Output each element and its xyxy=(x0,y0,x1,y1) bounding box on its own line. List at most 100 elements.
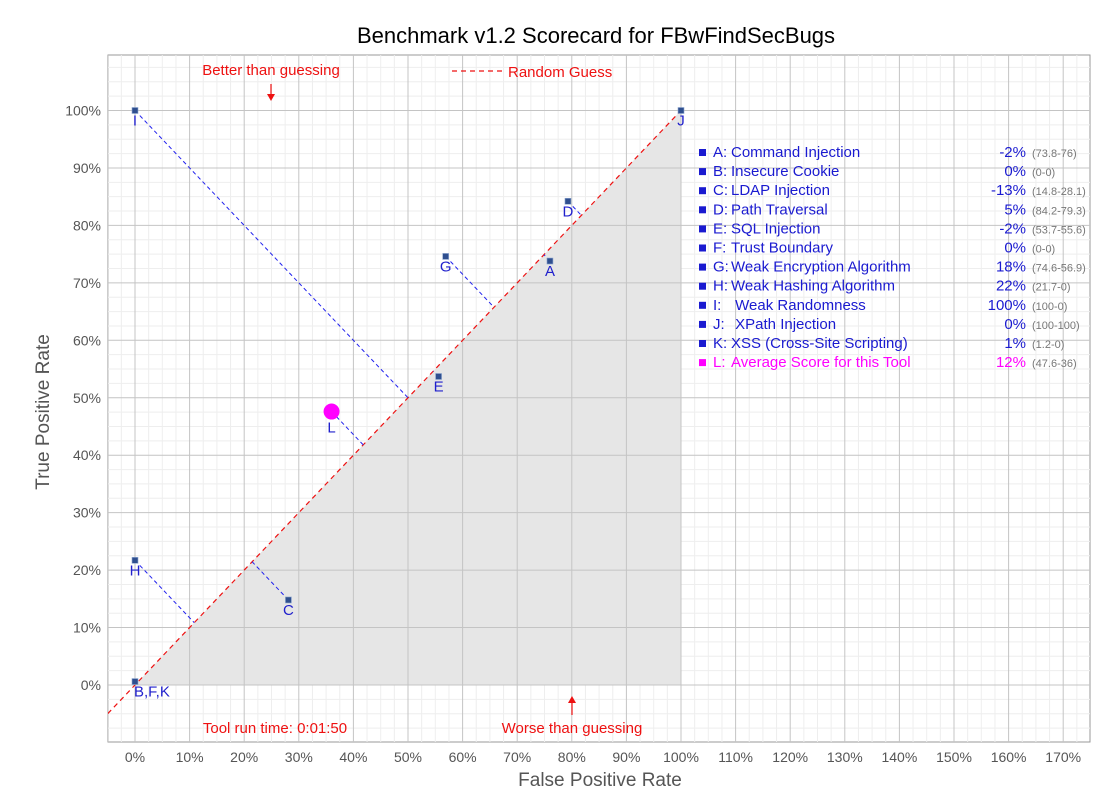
up-arrow-icon xyxy=(568,696,576,715)
legend-marker xyxy=(699,340,706,347)
legend-key: H: xyxy=(713,278,728,295)
tool-runtime-label: Tool run time: 0:01:50 xyxy=(203,720,347,737)
legend-category-name: Average Score for this Tool xyxy=(731,354,911,371)
y-tick-label: 0% xyxy=(81,677,101,693)
data-point xyxy=(131,107,139,114)
legend-score: 0% xyxy=(1004,163,1026,180)
legend: A: Command Injection -2% (73.8-76) B: Insecur… xyxy=(699,144,1086,371)
x-tick-label: 90% xyxy=(612,749,640,765)
point-label: E xyxy=(434,378,444,395)
x-tick-label: 0% xyxy=(125,749,145,765)
legend-range: (84.2-79.3) xyxy=(1032,205,1086,217)
legend-marker xyxy=(699,149,706,156)
legend-marker xyxy=(699,359,706,367)
legend-item: I: Weak Randomness 100% (100-0) xyxy=(699,297,1067,314)
legend-item: D: Path Traversal 5% (84.2-79.3) xyxy=(699,201,1086,218)
legend-item: A: Command Injection -2% (73.8-76) xyxy=(699,144,1077,161)
legend-range: (100-0) xyxy=(1032,301,1067,313)
legend-range: (21.7-0) xyxy=(1032,282,1071,294)
data-point xyxy=(564,197,572,205)
average-score-point xyxy=(323,403,340,420)
legend-score: 0% xyxy=(1004,316,1026,333)
legend-item: E: SQL Injection -2% (53.7-55.6) xyxy=(699,220,1086,237)
x-tick-label: 100% xyxy=(663,749,699,765)
point-label: C xyxy=(283,602,294,619)
legend-item: G: Weak Encryption Algorithm 18% (74.6-56.9… xyxy=(699,259,1086,276)
x-tick-label: 30% xyxy=(285,749,313,765)
legend-score: 1% xyxy=(1004,335,1026,352)
legend-item: B: Insecure Cookie 0% (0-0) xyxy=(699,163,1055,180)
data-point xyxy=(546,257,554,265)
legend-category-name: LDAP Injection xyxy=(731,182,830,199)
legend-marker xyxy=(699,168,706,176)
y-tick-label: 40% xyxy=(73,447,101,463)
legend-marker xyxy=(699,301,706,309)
legend-marker xyxy=(699,225,706,233)
legend-marker xyxy=(699,320,706,328)
legend-key: L: xyxy=(713,354,726,371)
legend-range: (47.6-36) xyxy=(1032,358,1077,370)
y-tick-label: 60% xyxy=(73,332,101,348)
legend-marker xyxy=(699,244,706,252)
legend-item: L: Average Score for this Tool 12% (47.6-36… xyxy=(699,354,1077,371)
legend-score: 18% xyxy=(996,259,1026,276)
point-label: D xyxy=(563,203,574,220)
x-tick-label: 150% xyxy=(936,749,972,765)
point-label: J xyxy=(677,113,685,130)
x-tick-label: 110% xyxy=(718,749,753,765)
legend-key: D: xyxy=(713,201,728,218)
x-tick-label: 170% xyxy=(1045,749,1081,765)
y-tick-label: 70% xyxy=(73,275,101,291)
data-point xyxy=(285,596,292,604)
legend-score: 5% xyxy=(1004,201,1026,218)
x-tick-label: 140% xyxy=(881,749,917,765)
legend-category-name: Weak Encryption Algorithm xyxy=(731,259,911,276)
legend-key: F: xyxy=(713,240,726,257)
legend-category-name: Insecure Cookie xyxy=(731,163,839,180)
y-tick-label: 50% xyxy=(73,390,101,406)
point-label: A xyxy=(545,263,555,280)
legend-score: 22% xyxy=(996,278,1026,295)
point-label: G xyxy=(440,258,452,275)
legend-range: (53.7-55.6) xyxy=(1032,224,1086,236)
major-grid xyxy=(108,55,1090,742)
point-label: H xyxy=(130,562,141,579)
point-connector-line xyxy=(445,256,495,308)
random-guess-line xyxy=(108,110,682,715)
legend-key: E: xyxy=(713,220,727,237)
y-tick-label: 10% xyxy=(73,620,101,636)
legend-score: -13% xyxy=(991,182,1026,199)
y-tick-label: 90% xyxy=(73,160,101,176)
point-connector-line xyxy=(251,561,289,601)
random-guess-legend-label: Random Guess xyxy=(508,64,612,81)
x-tick-label: 60% xyxy=(449,749,477,765)
legend-key: C: xyxy=(713,182,728,199)
legend-item: H: Weak Hashing Algorithm 22% (21.7-0) xyxy=(699,278,1071,295)
better-than-guessing-label: Better than guessing xyxy=(202,62,340,79)
x-axis-label: False Positive Rate xyxy=(518,770,682,791)
legend-item: C: LDAP Injection -13% (14.8-28.1) xyxy=(699,182,1086,199)
legend-marker xyxy=(699,187,706,195)
legend-category-name: Weak Hashing Algorithm xyxy=(731,278,895,295)
data-point xyxy=(131,678,139,685)
legend-range: (0-0) xyxy=(1032,244,1055,256)
chart-title: Benchmark v1.2 Scorecard for FBwFindSecB… xyxy=(357,23,835,48)
data-point xyxy=(131,557,139,564)
y-tick-label: 30% xyxy=(73,505,101,521)
point-label: L xyxy=(327,420,335,437)
legend-category-name: Weak Randomness xyxy=(731,297,866,314)
legend-key: I: xyxy=(713,297,721,314)
data-point xyxy=(435,373,442,380)
legend-range: (74.6-56.9) xyxy=(1032,263,1086,275)
data-point xyxy=(677,107,685,114)
legend-item: K: XSS (Cross-Site Scripting) 1% (1.2-0) xyxy=(699,335,1064,352)
legend-score: 0% xyxy=(1004,240,1026,257)
point-connector-line xyxy=(134,110,409,399)
y-tick-label: 80% xyxy=(73,217,101,233)
legend-score: 12% xyxy=(996,354,1026,371)
down-arrow-icon xyxy=(267,84,275,101)
x-axis-ticks: 0% 10% 20% 30% 40% 50% 60% 70% 80% 90% 100% 110% 120… xyxy=(125,749,1081,765)
data-point xyxy=(442,253,449,260)
x-tick-label: 40% xyxy=(339,749,367,765)
legend-score: -2% xyxy=(999,220,1026,237)
